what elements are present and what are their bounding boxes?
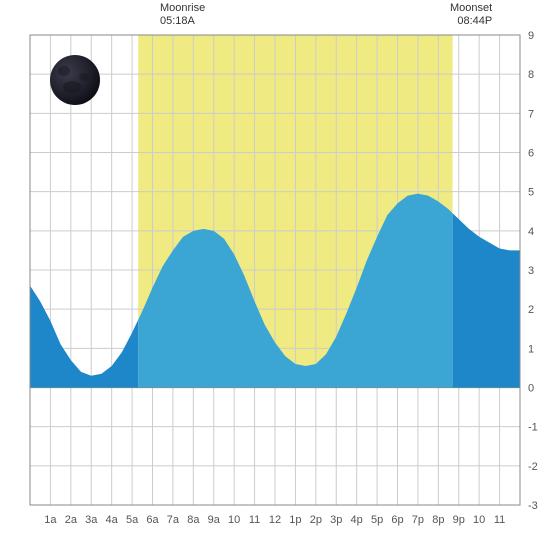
moon-mare [63,81,81,93]
x-tick-label: 2a [65,514,78,526]
x-tick-label: 9a [208,514,221,526]
x-tick-label: 9p [453,514,465,526]
y-tick-label: 2 [528,304,534,316]
x-tick-label: 3a [85,514,98,526]
moon-mare [58,66,70,76]
y-tick-label: 9 [528,30,534,42]
y-tick-label: 3 [528,265,534,277]
x-tick-label: 11 [249,514,260,526]
x-tick-label: 7p [412,514,424,526]
x-tick-label: 5a [126,514,139,526]
y-tick-label: 7 [528,108,534,120]
x-tick-label: 6p [391,514,403,526]
y-tick-label: -3 [528,500,538,512]
x-tick-label: 3p [330,514,342,526]
y-tick-label: 1 [528,343,534,355]
moon-icon [45,50,105,115]
x-tick-label: 10 [473,514,485,526]
y-tick-label: 6 [528,148,534,160]
y-tick-label: 5 [528,187,534,199]
moon-mare [79,73,89,81]
x-tick-label: 5p [371,514,383,526]
x-tick-label: 4a [106,514,119,526]
x-tick-label: 1a [44,514,57,526]
y-tick-label: 8 [528,69,534,81]
y-tick-label: 4 [528,226,534,238]
y-tick-label: -2 [528,461,538,473]
moon-disc [50,55,100,105]
x-tick-label: 10 [228,514,240,526]
y-tick-label: -1 [528,422,538,434]
x-tick-label: 8a [187,514,200,526]
x-tick-label: 6a [146,514,159,526]
x-tick-label: 7a [167,514,180,526]
x-tick-label: 1p [289,514,301,526]
y-tick-label: 0 [528,383,534,395]
x-tick-label: 8p [432,514,444,526]
x-tick-label: 2p [310,514,322,526]
tide-chart: Moonrise 05:18A Moonset 08:44P 1a2a3a4a5… [0,0,550,550]
x-tick-label: 11 [494,514,505,526]
x-tick-label: 4p [351,514,363,526]
x-tick-label: 12 [269,514,281,526]
